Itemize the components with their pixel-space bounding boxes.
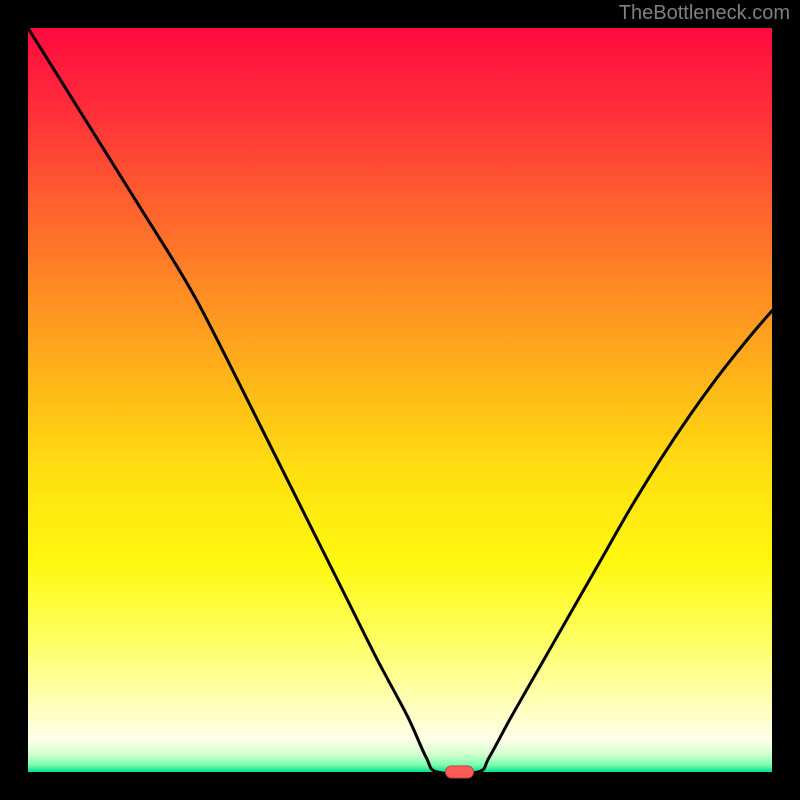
bottleneck-chart bbox=[0, 0, 800, 800]
attribution-text: TheBottleneck.com bbox=[619, 2, 790, 25]
optimal-marker bbox=[446, 766, 474, 778]
chart-frame: TheBottleneck.com bbox=[0, 0, 800, 800]
chart-gradient-bg bbox=[28, 28, 772, 772]
